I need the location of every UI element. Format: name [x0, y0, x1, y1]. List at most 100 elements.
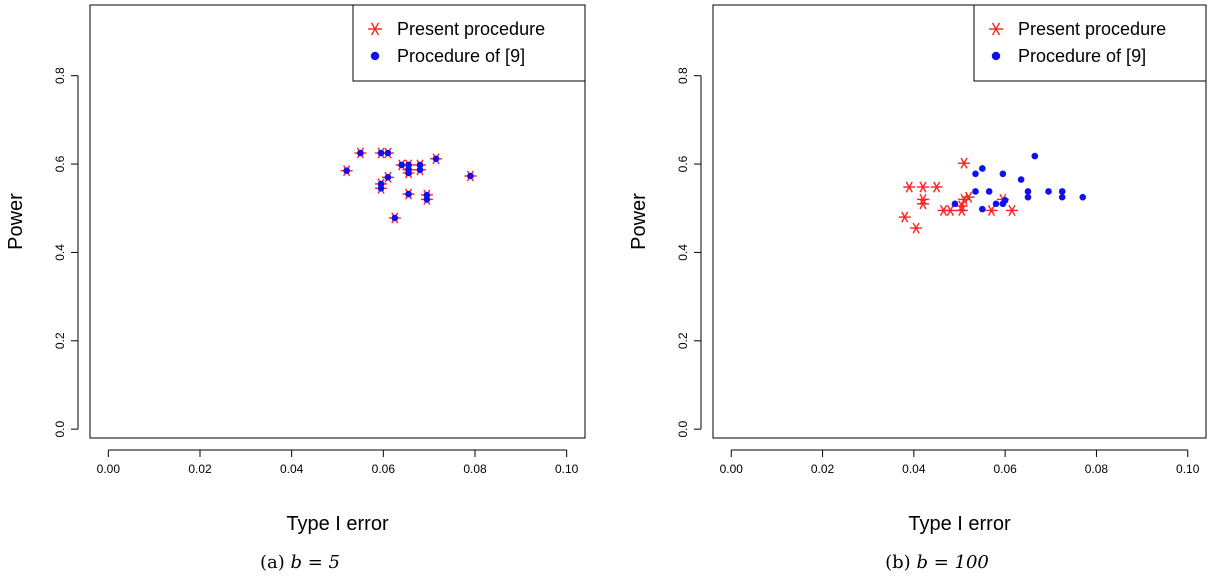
procedure-9-point: [1017, 176, 1025, 183]
procedure-9-point: [391, 214, 399, 222]
legend-dot-icon: [370, 51, 380, 61]
present-procedure-point: [962, 191, 975, 203]
procedure-9-point: [972, 170, 979, 178]
procedure-9-point: [357, 149, 364, 157]
asterisk-stroke: [901, 211, 909, 223]
asterisk-stroke: [919, 193, 927, 205]
legend-box: [973, 4, 1207, 82]
scatter-panel-a: 0.00 0.02 0.04 0.06 0.08 0.10 0.0 0.2 0.4 0.6 0.8 T…: [5, 4, 586, 535]
y-axis-label: Power: [5, 193, 27, 250]
legend-asterisk-icon: [368, 22, 382, 36]
present-procedure-point: [930, 181, 943, 193]
present-procedure-point: [910, 222, 923, 234]
caption-b-prefix: (b): [885, 552, 911, 573]
procedure-9-point: [1024, 188, 1032, 195]
procedure-9-point: [405, 169, 412, 177]
y-tick-label: 0.6: [676, 155, 690, 172]
procedure-9-point: [384, 174, 392, 181]
present-procedure-point: [916, 193, 929, 205]
caption-b: (b) b = 100: [787, 552, 1087, 573]
procedure-9-point: [384, 149, 392, 157]
legend-asterisk-icon: [989, 22, 1003, 36]
y-tick-label: 0.6: [53, 155, 67, 172]
y-tick-label: 0.0: [676, 420, 690, 437]
procedure-9-point: [1045, 188, 1052, 195]
procedure-9-point: [467, 172, 474, 180]
x-tick-label: 0.02: [811, 462, 835, 476]
procedure-9-point: [985, 188, 993, 195]
x-tick-label: 0.02: [188, 462, 212, 476]
procedure-9-point: [992, 200, 1000, 208]
asterisk-stroke: [960, 193, 968, 205]
asterisk-stroke: [905, 181, 913, 193]
x-axis-label: Type I error: [286, 513, 389, 535]
procedure-9-point: [423, 196, 431, 203]
caption-a-prefix: (a): [259, 552, 285, 573]
procedure-9-point: [999, 170, 1007, 178]
x-tick-label: 0.10: [555, 462, 579, 476]
y-tick-label: 0.4: [676, 244, 690, 261]
present-procedure-point: [944, 204, 957, 217]
x-tick-label: 0.10: [1176, 462, 1200, 476]
procedure-9-point: [416, 161, 424, 169]
procedure-9-point: [432, 155, 440, 163]
legend-label-procedure-9: Procedure of [9]: [397, 46, 525, 66]
present-procedure-point: [958, 157, 971, 169]
y-axis-label: Power: [628, 193, 650, 250]
x-tick-label: 0.08: [1085, 462, 1109, 476]
legend-box: [352, 4, 586, 82]
asterisk-stroke: [919, 198, 927, 210]
x-tick-label: 0.00: [97, 462, 121, 476]
y-tick-label: 0.8: [676, 67, 690, 84]
asterisk-stroke: [370, 22, 380, 36]
present-procedure-point: [903, 181, 916, 193]
procedure-9-point: [1001, 196, 1009, 204]
x-tick-label: 0.00: [720, 462, 744, 476]
asterisk-stroke: [1008, 204, 1016, 217]
x-tick-label: 0.04: [280, 462, 304, 476]
asterisk-stroke: [991, 22, 1001, 36]
asterisk-stroke: [919, 181, 927, 193]
procedure-9-point: [405, 161, 412, 169]
x-tick-label: 0.06: [993, 462, 1017, 476]
present-procedure-point: [985, 204, 998, 217]
procedure-9-point: [1058, 188, 1066, 195]
y-tick-label: 0.2: [53, 332, 67, 349]
procedure-9-point: [951, 200, 959, 208]
legend-label-procedure-9: Procedure of [9]: [1018, 46, 1146, 66]
y-tick-label: 0.4: [53, 244, 67, 261]
procedure-9-point: [1079, 193, 1087, 201]
asterisk-stroke: [933, 181, 941, 193]
x-axis-label: Type I error: [908, 513, 1011, 535]
asterisk-stroke: [987, 204, 996, 217]
present-procedure-point: [916, 181, 929, 193]
y-tick-label: 0.2: [676, 332, 690, 349]
present-procedure-point: [955, 204, 968, 217]
caption-a-math: b = 5: [290, 552, 341, 573]
y-tick-label: 0.0: [53, 420, 67, 437]
present-procedure-point: [1005, 204, 1018, 217]
asterisk-stroke: [958, 200, 966, 212]
plot-frame: [89, 4, 586, 439]
procedure-9-point: [1031, 152, 1039, 160]
procedure-9-point: [416, 166, 424, 174]
asterisk-stroke: [965, 191, 973, 203]
procedure-9-point: [398, 161, 405, 169]
asterisk-stroke: [946, 204, 954, 217]
procedure-9-point: [1058, 193, 1066, 201]
procedure-9-point: [1024, 193, 1032, 201]
x-tick-label: 0.08: [463, 462, 487, 476]
present-procedure-point: [916, 198, 929, 210]
y-tick-label: 0.8: [53, 67, 67, 84]
procedure-9-point: [343, 167, 350, 174]
caption-a: (a) b = 5: [150, 552, 450, 573]
x-tick-label: 0.06: [372, 462, 396, 476]
asterisk-stroke: [960, 157, 968, 169]
asterisk-stroke: [958, 204, 966, 217]
procedure-9-point: [377, 180, 385, 188]
x-tick-label: 0.04: [902, 462, 926, 476]
procedure-9-point: [405, 190, 412, 198]
procedure-9-point: [377, 149, 385, 157]
present-procedure-point: [898, 211, 911, 223]
